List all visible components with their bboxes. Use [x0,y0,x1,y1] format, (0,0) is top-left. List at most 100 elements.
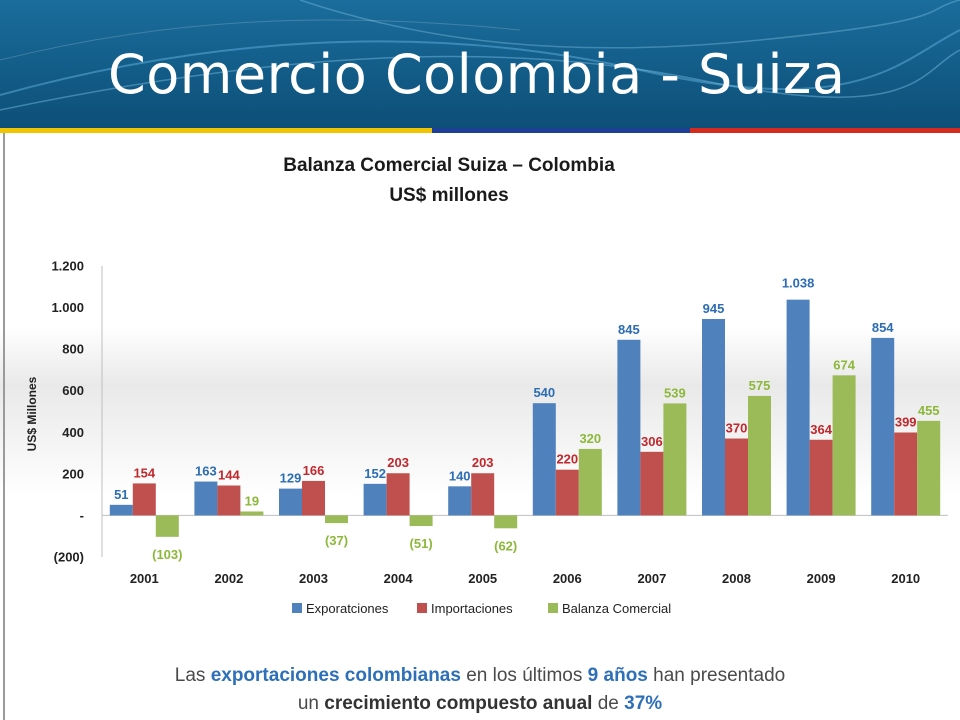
data-label: (103) [152,547,182,562]
data-label: 575 [749,378,771,393]
bars [109,299,941,537]
bar-balanza-comercial [155,515,179,537]
bar-importaciones [471,473,495,516]
bar-balanza-comercial [578,448,602,516]
bar-exporatciones [448,486,472,516]
y-tick-label: 400 [62,425,84,440]
bar-balanza-comercial [748,395,771,516]
legend-label: Balanza Comercial [562,601,671,616]
header-wave-decoration [0,0,960,111]
data-label: 144 [218,467,240,482]
y-tick-label: 1.000 [51,300,84,315]
data-label: 320 [579,431,601,446]
footnote-text: han presentado [647,665,786,686]
bar-importaciones [894,432,918,516]
bar-balanza-comercial [917,420,941,516]
bar-exporatciones [363,483,387,516]
bar-exporatciones [532,403,556,516]
footnote-strong: crecimiento compuesto anual [324,693,593,714]
flag-stripe-blue [432,128,690,133]
data-label: 370 [726,421,748,436]
bar-exporatciones [617,339,641,516]
flag-stripe-yellow [0,128,432,133]
footnote-highlight: exportaciones colombianas [210,665,461,686]
x-category-label: 2009 [807,571,836,586]
data-label: 203 [472,455,494,470]
data-label: (62) [494,538,517,553]
slide-title: Comercio Colombia - Suiza [108,43,846,106]
bar-exporatciones [194,481,218,516]
footnote-text: un [297,693,325,714]
legend-label: Exporatciones [306,601,389,616]
bar-importaciones [640,451,664,516]
data-label: 140 [449,468,471,483]
legend: Exporatciones Importaciones Balanza Comerc… [292,601,671,616]
bar-exporatciones [702,319,725,516]
data-label: 1.038 [782,276,815,291]
footnote-text: en los últimos [460,665,588,686]
bar-balanza-comercial [663,403,687,516]
bar-balanza-comercial [494,515,518,529]
bar-exporatciones [279,488,302,516]
left-border-rule [3,133,5,720]
data-label: 945 [703,301,725,316]
data-label: 19 [245,493,259,508]
x-category-label: 2002 [214,571,243,586]
data-label: (51) [410,536,433,551]
data-label: 152 [364,466,386,481]
bar-balanza-comercial [832,375,856,516]
data-label: 129 [280,471,302,486]
flag-stripe-red [690,128,960,133]
y-tick-label: 600 [62,383,84,398]
chart-subtitle: US$ millones [389,185,508,206]
data-label: 455 [918,403,940,418]
legend-swatch [417,603,427,613]
data-label: 364 [810,422,832,437]
bar-exporatciones [786,299,810,516]
bar-importaciones [132,483,156,516]
chart-title: Balanza Comercial Suiza – Colombia [283,155,615,176]
footnote-line-1: Las exportaciones colombianas en los últ… [0,662,960,690]
footnote-highlight: 37% [624,693,663,714]
bar-balanza-comercial [325,515,348,524]
y-tick-label: 1.200 [51,259,84,274]
footnote-text: Las [174,665,211,686]
data-label: 306 [641,434,663,449]
bar-exporatciones [871,337,895,516]
bar-importaciones [809,439,833,516]
bar-importaciones [302,480,325,516]
bar-importaciones [555,469,579,516]
bar-importaciones [725,438,748,516]
bar-importaciones [386,473,410,516]
y-tick-label: 200 [62,466,84,481]
y-tick-label: 800 [62,342,84,357]
data-label: 154 [133,465,155,480]
data-label: 51 [114,487,128,502]
x-category-label: 2003 [299,571,328,586]
data-label: 166 [303,463,325,478]
x-axis-categories: 2001 2002 2003 2004 2005 2006 2007 2008 2009 2010 [130,571,920,586]
legend-swatch [548,603,558,613]
bar-balanza-comercial [240,511,264,516]
x-category-label: 2010 [891,571,920,586]
data-label: 539 [664,385,686,400]
x-category-label: 2001 [130,571,159,586]
x-category-label: 2007 [637,571,666,586]
y-axis-label: US$ Millones [25,376,39,451]
data-label: 163 [195,464,217,479]
x-category-label: 2008 [722,571,751,586]
data-label: 854 [872,320,894,335]
bar-balanza-comercial [409,515,433,527]
data-label: (37) [325,533,348,548]
footnote-line-2: un crecimiento compuesto anual de 37% [0,690,960,718]
x-category-label: 2005 [468,571,497,586]
y-tick-label: (200) [54,550,84,565]
legend-label: Importaciones [431,601,513,616]
data-label: 203 [387,455,409,470]
slide-header: Comercio Colombia - Suiza [0,0,960,128]
y-tick-label: - [80,508,84,523]
legend-swatch [292,603,302,613]
x-category-label: 2006 [553,571,582,586]
